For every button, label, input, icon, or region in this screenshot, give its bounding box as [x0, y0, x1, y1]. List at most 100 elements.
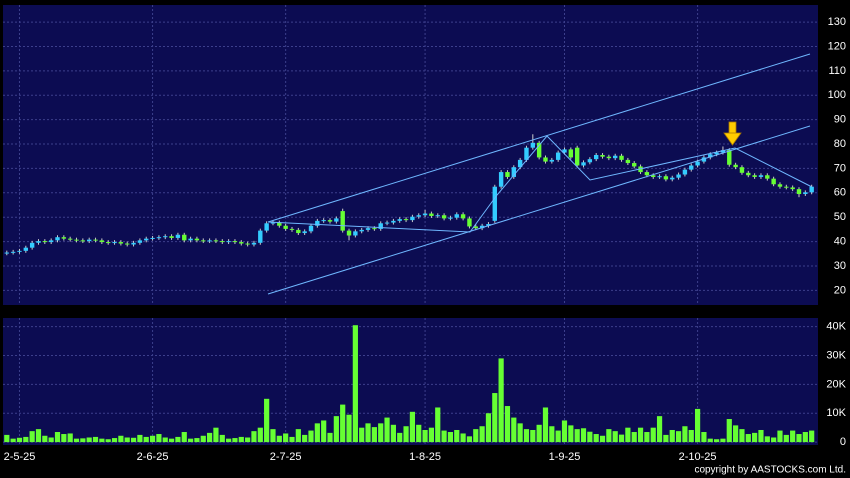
- y-tick-label: 70: [834, 162, 846, 174]
- volume-bar: [168, 438, 175, 443]
- y-tick-label: 80: [834, 138, 846, 150]
- y-tick-label: 10K: [826, 407, 846, 419]
- y-tick-label: 40: [834, 235, 846, 247]
- volume-bar: [625, 427, 631, 443]
- candle-body: [372, 228, 377, 230]
- volume-bar: [802, 432, 808, 443]
- candle-body: [441, 215, 447, 219]
- y-tick-label: 30K: [826, 349, 846, 361]
- candle-body: [258, 230, 263, 243]
- marker-arrow: [723, 121, 742, 146]
- volume-bar: [137, 434, 143, 443]
- candle-body: [613, 155, 618, 159]
- volume-bar: [530, 429, 536, 443]
- volume-bar: [542, 407, 549, 443]
- volume-bar: [720, 438, 726, 443]
- y-tick-label: 20: [834, 284, 846, 296]
- x-tick-label: 2-5-25: [4, 451, 36, 463]
- candle-body: [581, 162, 586, 166]
- candle-body: [606, 156, 612, 159]
- volume-bar: [568, 425, 574, 443]
- candle-body: [587, 159, 593, 163]
- candle-body: [169, 236, 174, 238]
- volume-bar: [371, 427, 377, 443]
- volume-bar: [771, 437, 777, 443]
- volume-bar: [485, 413, 492, 443]
- swing-line: [267, 135, 813, 233]
- candle-body: [99, 240, 105, 243]
- volume-bar: [86, 437, 92, 443]
- volume-bar: [384, 417, 390, 443]
- volume-bar: [10, 438, 16, 443]
- volume-bar: [656, 416, 663, 443]
- candle-body: [803, 192, 808, 195]
- candle-body: [220, 241, 225, 243]
- candle-body: [530, 142, 536, 148]
- y-tick-label: 40K: [826, 321, 846, 333]
- candle-body: [625, 159, 631, 164]
- volume-bar: [327, 432, 333, 443]
- volume-bar: [733, 425, 739, 443]
- candle-body: [194, 238, 200, 241]
- volume-bar: [492, 393, 498, 443]
- volume-bar: [428, 427, 435, 443]
- volume-bar: [644, 432, 650, 443]
- volume-bar: [308, 430, 314, 443]
- candle-body: [695, 161, 700, 166]
- volume-bar: [124, 437, 130, 443]
- candle-body: [733, 164, 738, 168]
- candle-body: [137, 240, 143, 243]
- volume-bar: [289, 436, 295, 443]
- candle-body: [239, 242, 244, 244]
- volume-bar: [67, 433, 73, 443]
- candle-body: [701, 157, 707, 162]
- volume-bar: [346, 414, 352, 443]
- candle-body: [245, 243, 250, 245]
- volume-bar: [675, 431, 682, 443]
- volume-bar: [549, 426, 555, 443]
- candle-body: [397, 219, 402, 221]
- candle-body: [315, 220, 320, 226]
- candle-body: [17, 250, 22, 252]
- candle-body: [264, 223, 269, 231]
- candle-body: [619, 155, 624, 160]
- candle-body: [765, 175, 770, 179]
- volume-bar: [561, 420, 568, 443]
- volume-bar: [714, 439, 720, 443]
- candle-body: [511, 167, 517, 177]
- candle-body: [758, 175, 764, 177]
- candle-body: [632, 163, 637, 167]
- volume-bar: [200, 435, 206, 443]
- volume-bar: [580, 428, 587, 443]
- volume-bar: [92, 436, 99, 443]
- x-tick-label: 2-10-25: [679, 451, 717, 463]
- candle-body: [498, 172, 504, 187]
- candle-body: [156, 237, 162, 239]
- candle-body: [226, 241, 231, 243]
- candle-body: [327, 220, 333, 222]
- candle-body: [796, 189, 802, 195]
- candle-body: [182, 234, 187, 241]
- volume-bar: [694, 408, 701, 443]
- candle-body: [42, 241, 48, 243]
- volume-bar: [257, 427, 263, 443]
- candle-body: [467, 218, 472, 227]
- volume-bar: [536, 424, 542, 443]
- candle-body: [809, 186, 814, 193]
- volume-bar: [251, 431, 257, 443]
- candle-body: [410, 216, 415, 221]
- candle-body: [23, 247, 29, 251]
- candle-body: [175, 234, 181, 238]
- volume-bar: [498, 358, 504, 443]
- candle-body: [289, 228, 295, 230]
- candle-body: [86, 239, 92, 242]
- volume-bar: [378, 423, 384, 443]
- volume-bar: [314, 423, 320, 443]
- candle-body: [727, 150, 732, 165]
- volume-bar: [73, 438, 80, 443]
- candle-body: [118, 242, 124, 244]
- candle-body: [549, 159, 555, 162]
- volume-bar: [523, 429, 530, 443]
- candle-body: [771, 178, 776, 185]
- candle-body: [36, 241, 41, 243]
